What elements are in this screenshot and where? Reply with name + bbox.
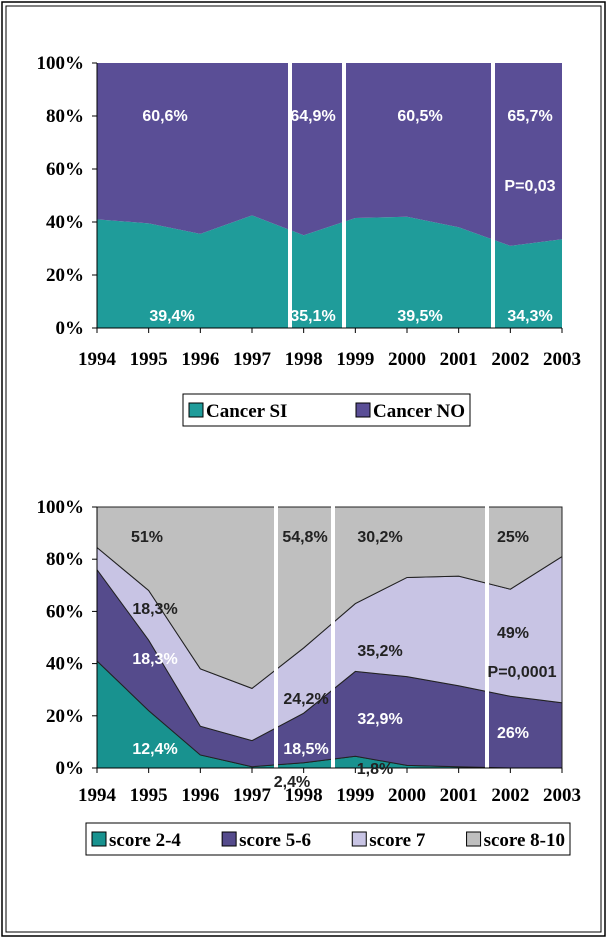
x-tick-label: 2003	[543, 785, 581, 806]
annotation: 12,4%	[132, 741, 177, 758]
annotation: 39,5%	[397, 308, 442, 325]
y-tick-label: 40%	[46, 212, 84, 233]
y-tick-label: 0%	[56, 758, 85, 779]
x-tick-label: 1994	[78, 349, 117, 370]
legend-label: score 2-4	[109, 830, 181, 851]
x-tick-label: 2002	[491, 785, 529, 806]
area	[97, 215, 562, 328]
annotation: 54,8%	[282, 529, 327, 546]
y-tick-label: 80%	[46, 549, 84, 570]
legend-swatch	[466, 831, 482, 847]
annotation: 35,2%	[357, 643, 402, 660]
y-tick-label: 100%	[37, 53, 85, 74]
annotation: 49%	[497, 625, 529, 642]
annotation: 65,7%	[507, 108, 552, 125]
x-tick-label: 1999	[336, 785, 374, 806]
x-tick-label: 1997	[233, 785, 272, 806]
y-tick-label: 80%	[46, 106, 84, 127]
annotation: P=0,03	[504, 178, 555, 195]
y-tick-label: 60%	[46, 159, 84, 180]
legend-label: Cancer NO	[373, 401, 465, 422]
y-tick-label: 60%	[46, 601, 84, 622]
x-tick-label: 2001	[440, 785, 478, 806]
legend-label: score 5-6	[239, 830, 311, 851]
x-tick-label: 1994	[78, 785, 117, 806]
x-tick-label: 1997	[233, 349, 272, 370]
annotation: 26%	[497, 725, 529, 742]
annotation: 51%	[131, 529, 163, 546]
y-tick-label: 40%	[46, 654, 84, 675]
area	[97, 63, 562, 246]
area	[96, 506, 563, 689]
x-tick-label: 2002	[491, 349, 529, 370]
y-tick-label: 0%	[56, 318, 85, 339]
annotation: 64,9%	[290, 108, 335, 125]
x-tick-label: 2001	[440, 349, 478, 370]
x-tick-label: 1998	[285, 349, 323, 370]
annotation: 24,2%	[283, 691, 328, 708]
x-tick-label: 1996	[181, 785, 219, 806]
annotation: 35,1%	[290, 308, 335, 325]
inner-frame	[5, 5, 602, 933]
legend-label: Cancer SI	[206, 401, 287, 422]
legend-swatch	[188, 402, 204, 418]
annotation: 60,5%	[397, 108, 442, 125]
legend-swatch	[221, 831, 237, 847]
legend-swatch	[355, 402, 371, 418]
y-tick-label: 20%	[46, 706, 84, 727]
legend-label: score 7	[369, 830, 426, 851]
x-tick-label: 1999	[336, 349, 374, 370]
annotation: 39,4%	[149, 308, 194, 325]
x-tick-label: 1998	[285, 785, 323, 806]
annotation: 30,2%	[357, 529, 402, 546]
x-tick-label: 2003	[543, 349, 581, 370]
annotation: 25%	[497, 529, 529, 546]
legend-swatch	[91, 831, 107, 847]
annotation: 2,4%	[274, 774, 310, 791]
annotation: 60,6%	[142, 108, 187, 125]
legend-swatch	[351, 831, 367, 847]
annotation: 18,3%	[132, 601, 177, 618]
annotation: 34,3%	[507, 308, 552, 325]
y-tick-label: 20%	[46, 265, 84, 286]
legend-label: score 8-10	[484, 830, 565, 851]
legend-frame	[85, 822, 571, 856]
x-tick-label: 2000	[388, 349, 426, 370]
legend-frame	[182, 393, 471, 427]
y-tick-label: 100%	[37, 497, 85, 518]
x-tick-label: 1995	[130, 349, 168, 370]
annotation: 18,5%	[283, 741, 328, 758]
annotation: 32,9%	[357, 711, 402, 728]
annotation: 1,8%	[357, 761, 393, 778]
x-tick-label: 2000	[388, 785, 426, 806]
x-tick-label: 1996	[181, 349, 219, 370]
annotation: P=0,0001	[488, 664, 557, 681]
annotation: 18,3%	[132, 651, 177, 668]
x-tick-label: 1995	[130, 785, 168, 806]
